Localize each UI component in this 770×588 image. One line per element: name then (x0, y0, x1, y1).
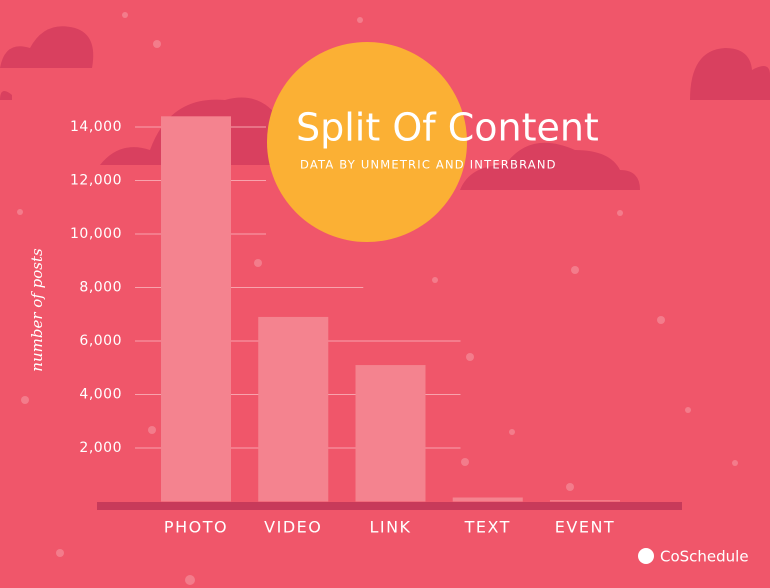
x-tick-label: LINK (369, 518, 411, 537)
x-tick-label: EVENT (555, 518, 615, 537)
y-tick-label: 2,000 (79, 440, 122, 456)
brand: CoSchedule (660, 548, 749, 566)
x-tick-label: TEXT (464, 518, 511, 537)
y-tick-label: 14,000 (70, 119, 122, 135)
x-tick-label: VIDEO (264, 518, 322, 537)
chart-subtitle: DATA BY UNMETRIC AND INTERBRAND (300, 158, 557, 172)
x-tick-label: PHOTO (164, 518, 228, 537)
baseline (97, 502, 682, 510)
y-tick-label: 12,000 (70, 173, 122, 189)
title-badge (267, 42, 467, 242)
bar (258, 316, 329, 502)
bar (452, 497, 523, 502)
y-axis-label: number of posts (28, 248, 46, 372)
y-tick-label: 8,000 (79, 280, 122, 296)
bar (161, 116, 231, 502)
bar (550, 500, 620, 502)
brand-logo (638, 548, 654, 564)
y-tick-label: 4,000 (79, 387, 122, 403)
bar (355, 365, 426, 502)
decoration (0, 26, 770, 190)
chart-title: Split Of Content (296, 106, 599, 150)
y-tick-label: 10,000 (70, 226, 122, 242)
y-tick-label: 6,000 (79, 333, 122, 349)
